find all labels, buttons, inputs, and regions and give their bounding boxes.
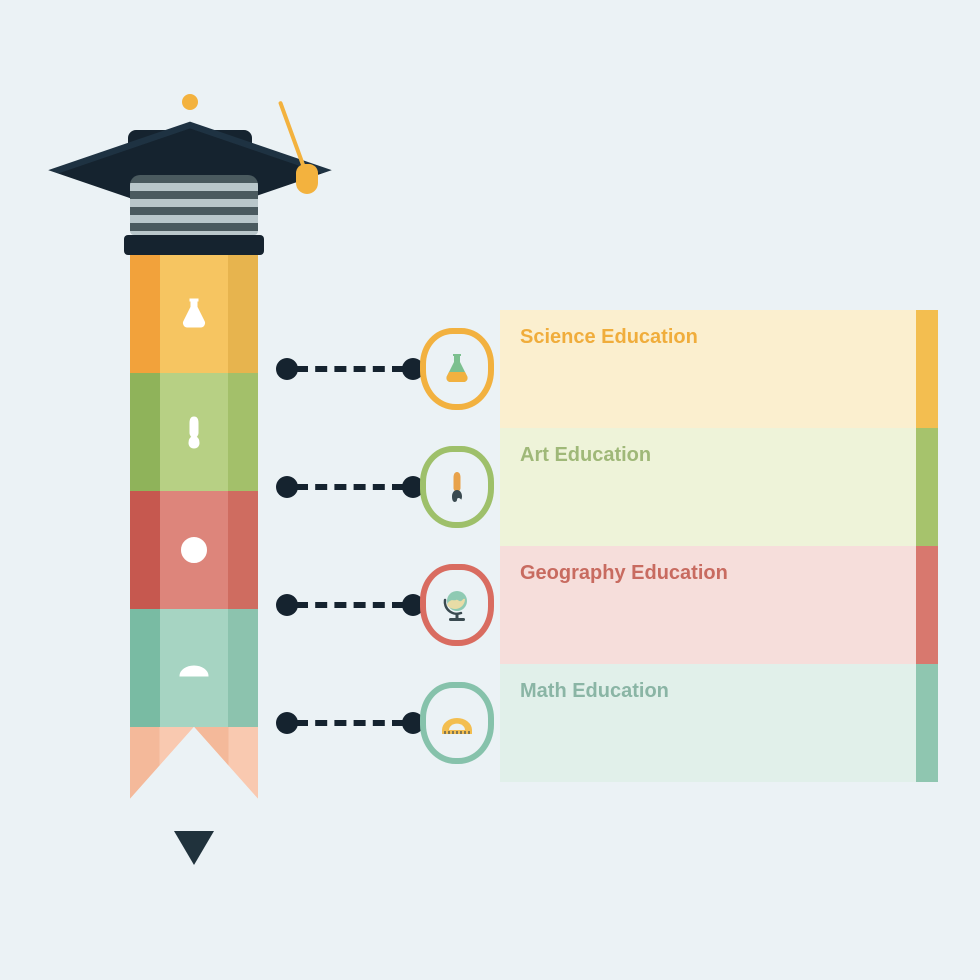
badge-geography	[420, 564, 494, 646]
pencil-segment-art	[130, 373, 258, 491]
panel-art: Art Education	[500, 428, 938, 546]
panel-accent	[916, 546, 938, 664]
globe-icon	[439, 585, 475, 625]
panel-title: Art Education	[520, 444, 651, 466]
connector-line	[296, 602, 404, 608]
globe-icon	[160, 491, 228, 609]
flask-icon	[439, 349, 475, 389]
panel-accent	[916, 428, 938, 546]
connector-dot	[276, 712, 298, 734]
graduation-cap-icon	[80, 70, 300, 190]
panel-title: Math Education	[520, 680, 669, 702]
connector-line	[296, 484, 404, 490]
badge-art	[420, 446, 494, 528]
badge-math	[420, 682, 494, 764]
pencil-graphic	[130, 175, 258, 837]
panel-math: Math Education	[500, 664, 938, 782]
pencil-segment-geography	[130, 491, 258, 609]
panel-title: Geography Education	[520, 562, 728, 584]
pencil-segment-math	[130, 609, 258, 727]
panel-title: Science Education	[520, 326, 698, 348]
infographic-canvas: Science Education Art Education Geograph…	[0, 0, 980, 980]
connector-dot	[276, 594, 298, 616]
panel-accent	[916, 310, 938, 428]
panel-geography: Geography Education	[500, 546, 938, 664]
panel-accent	[916, 664, 938, 782]
protractor-icon	[439, 703, 475, 743]
panel-science: Science Education	[500, 310, 938, 428]
protractor-icon	[160, 609, 228, 727]
brush-icon	[160, 373, 228, 491]
connector-line	[296, 366, 404, 372]
connector-dot	[276, 358, 298, 380]
connector-line	[296, 720, 404, 726]
flask-icon	[160, 255, 228, 373]
pencil-ferrule	[130, 175, 258, 235]
brush-icon	[439, 467, 475, 507]
pencil-tip	[130, 727, 258, 837]
badge-science	[420, 328, 494, 410]
pencil-segment-science	[130, 255, 258, 373]
connector-dot	[276, 476, 298, 498]
